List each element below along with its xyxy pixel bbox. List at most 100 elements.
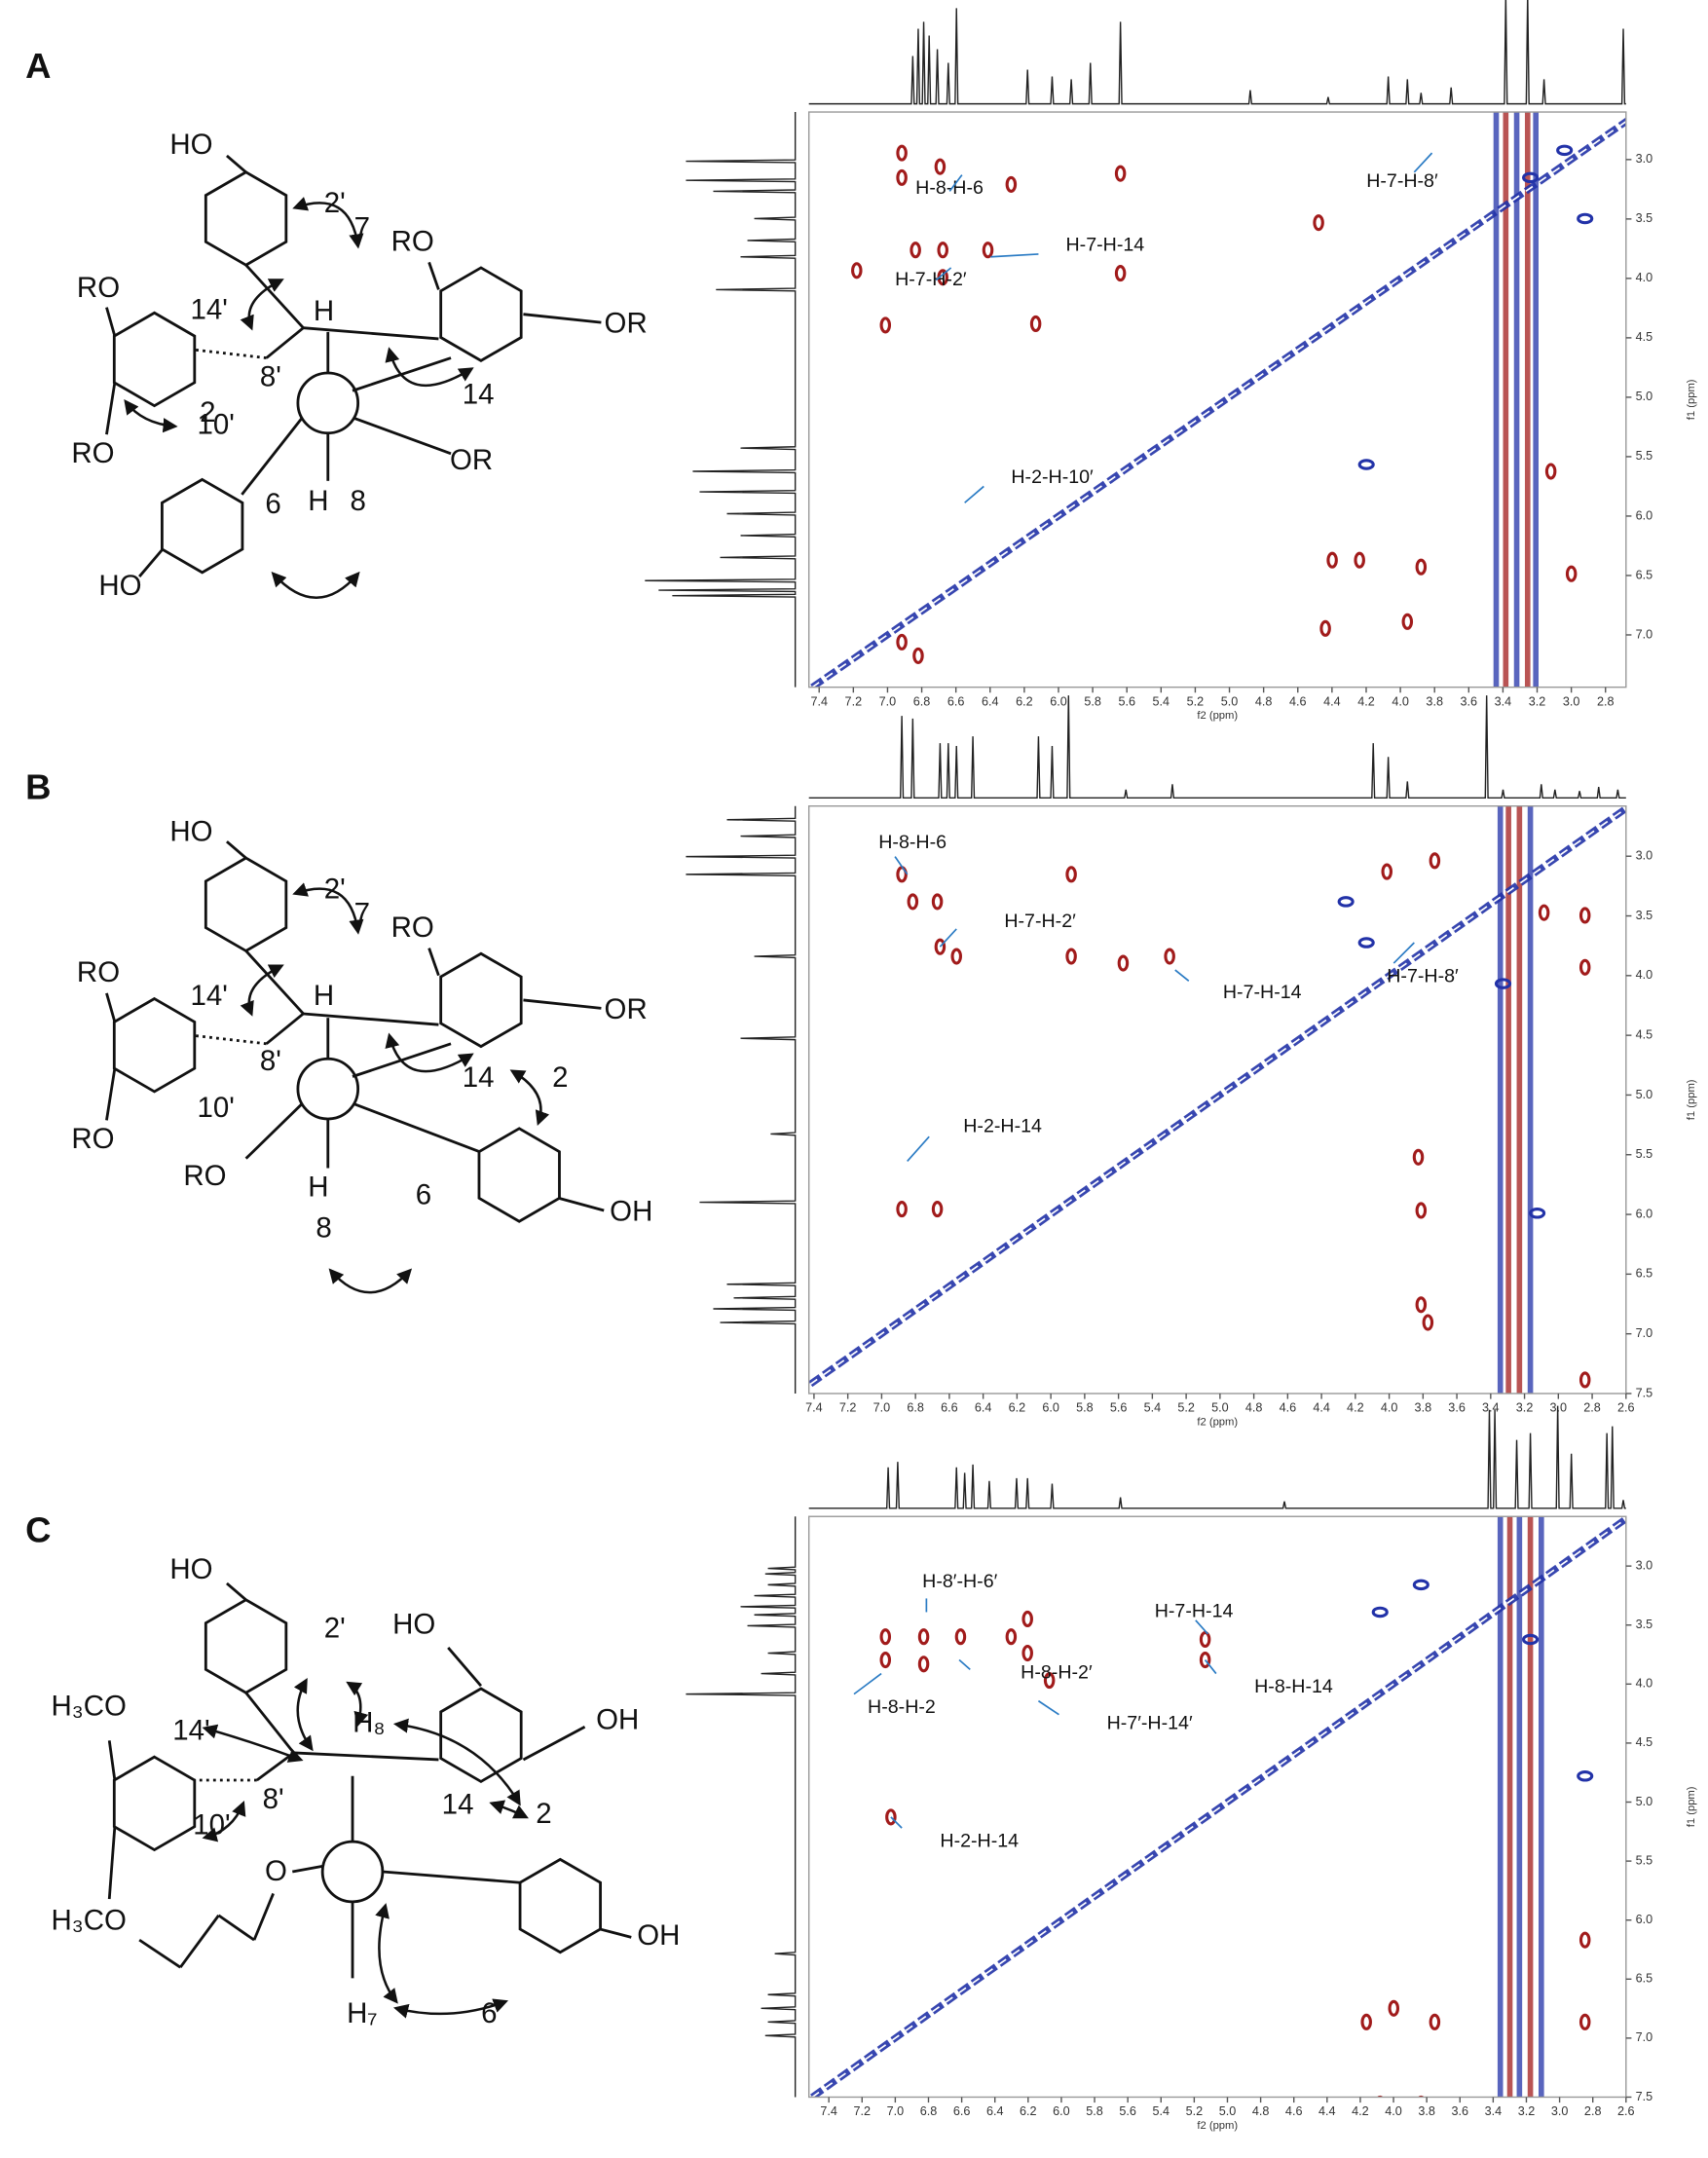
bond <box>217 1914 255 1942</box>
atom-label: OH <box>610 1196 652 1228</box>
x-tick-label: 5.0 <box>1211 1401 1229 1415</box>
atom-label: 8 <box>316 1211 331 1244</box>
annotation-leader <box>894 856 909 875</box>
x-tick-label: 4.6 <box>1280 1401 1297 1415</box>
bond <box>105 1067 117 1121</box>
peak-annotation: H-7-H-14 <box>1223 982 1302 1003</box>
x-tick-label: 3.4 <box>1482 1401 1500 1415</box>
x-tick-label: 5.6 <box>1119 2104 1136 2118</box>
y-tick-label: 6.0 <box>1636 1207 1653 1220</box>
benzene-ring <box>439 951 523 1049</box>
x-tick-label: 7.0 <box>887 2104 905 2118</box>
atom-label: RO <box>391 226 434 258</box>
f2-projection <box>808 0 1626 105</box>
bond <box>241 417 304 496</box>
bond <box>447 1647 482 1688</box>
cross-peak <box>910 242 921 259</box>
y-tick-label: 3.0 <box>1636 1558 1653 1572</box>
x-tick-label: 4.0 <box>1392 694 1409 708</box>
atom-label: H₈ <box>353 1706 385 1738</box>
y-tick-label: 4.5 <box>1636 330 1653 344</box>
atom-label: 6 <box>481 1997 497 2029</box>
cross-peak <box>1556 144 1574 157</box>
atom-label: 14 <box>463 1061 495 1094</box>
cross-peak <box>879 1628 892 1646</box>
annotation-leader <box>990 253 1039 258</box>
cross-peak <box>1029 315 1042 333</box>
solvent-streak <box>1506 1516 1513 2098</box>
noe-arrow <box>346 1681 369 1728</box>
spectrum-plot <box>810 1516 1626 2098</box>
x-tick-label: 4.8 <box>1255 694 1273 708</box>
x-tick-label: 3.4 <box>1485 2104 1503 2118</box>
x-tick-label: 3.6 <box>1448 1401 1466 1415</box>
x-tick-label: 4.2 <box>1357 694 1375 708</box>
noe-arrow <box>271 571 360 599</box>
cross-peak <box>934 158 947 175</box>
bond <box>105 382 117 435</box>
atom-label: 2' <box>324 873 346 905</box>
y-tick-label: 4.5 <box>1636 1027 1653 1041</box>
cross-peak <box>907 893 919 911</box>
atom-label: OR <box>605 308 648 340</box>
atom-label: 8' <box>260 360 281 392</box>
noe-arrow <box>202 1724 304 1763</box>
y-tick-label: 4.0 <box>1636 1677 1653 1691</box>
y-tick-label: 6.5 <box>1636 568 1653 581</box>
x-tick-label: 4.2 <box>1347 1401 1364 1415</box>
x-tick-label: 3.4 <box>1495 694 1512 708</box>
x-tick-label: 4.4 <box>1313 1401 1330 1415</box>
solvent-streak <box>1497 1516 1504 2098</box>
noe-arrow <box>293 1677 314 1752</box>
atom-label: 2' <box>324 1612 346 1644</box>
bond <box>523 998 602 1010</box>
y-tick-label: 7.5 <box>1636 1386 1653 1399</box>
cross-peak <box>1415 1202 1428 1219</box>
bond <box>179 1915 220 1969</box>
peak-annotation: H-7-H-14 <box>1155 1601 1234 1622</box>
cross-peak <box>917 1628 930 1646</box>
f1-projection <box>686 805 797 1394</box>
annotation-leader <box>1392 942 1415 964</box>
x-tick-label: 5.8 <box>1086 2104 1103 2118</box>
y-axis-label: f1 (ppm) <box>1686 1079 1697 1120</box>
atom-label: 2 <box>552 1061 568 1094</box>
x-tick-label: 4.6 <box>1285 2104 1303 2118</box>
cross-peak <box>1522 1633 1540 1646</box>
panel-label: C <box>25 1510 51 1550</box>
atom-label: HO <box>392 1608 435 1640</box>
bond <box>265 1012 305 1045</box>
x-tick-label: 4.8 <box>1252 2104 1270 2118</box>
noe-arrow <box>240 279 284 331</box>
x-axis-label: f2 (ppm) <box>1197 2120 1238 2132</box>
y-tick-label: 5.0 <box>1636 1088 1653 1101</box>
f1-projection <box>645 112 797 688</box>
cross-peak <box>1578 2013 1591 2030</box>
annotation-leader <box>853 1672 882 1695</box>
x-tick-label: 6.2 <box>1009 1401 1026 1415</box>
atom-label: 2' <box>324 187 346 219</box>
cross-peak <box>1522 171 1540 184</box>
plot-frame <box>807 111 1627 688</box>
solvent-streak <box>1493 112 1500 688</box>
y-tick-label: 3.0 <box>1636 849 1653 863</box>
bond <box>107 1826 117 1900</box>
x-tick-label: 2.8 <box>1583 1401 1601 1415</box>
x-tick-label: 4.2 <box>1352 2104 1369 2118</box>
annotation-leader <box>890 1816 903 1829</box>
cross-peak <box>1412 1148 1425 1166</box>
bond <box>105 992 117 1023</box>
y-tick-label: 6.0 <box>1636 1913 1653 1926</box>
atom-label: OR <box>450 444 493 476</box>
x-tick-label: 3.2 <box>1518 2104 1536 2118</box>
y-tick-label: 3.5 <box>1636 1618 1653 1631</box>
atom-label: RO <box>71 1123 114 1155</box>
y-tick-label: 4.0 <box>1636 968 1653 982</box>
cross-peak <box>1371 1606 1389 1618</box>
solvent-streak <box>1516 1516 1523 2098</box>
cross-peak <box>1565 565 1578 582</box>
peak-annotation: H-7-H-14 <box>1065 235 1144 256</box>
x-tick-label: 7.4 <box>805 1401 823 1415</box>
benzene-ring <box>439 266 523 362</box>
x-tick-label: 6.8 <box>913 694 931 708</box>
